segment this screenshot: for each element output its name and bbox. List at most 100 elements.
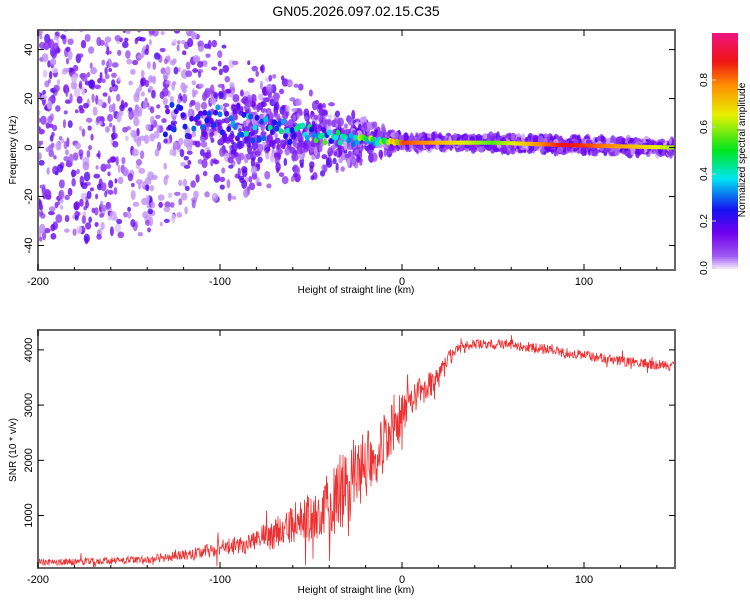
colorbar-swatch [712,38,738,42]
spectrogram-cell [105,126,110,133]
spectrogram-cell [198,45,205,52]
top-y-axis-label: Frequency (Hz) [8,116,19,185]
spectrogram-cell [163,162,167,170]
spectrogram-cell [183,137,190,148]
spectrogram-cell [38,159,45,166]
spectrogram-cell [140,91,145,97]
spectrogram-cell [202,170,208,177]
spectrogram-cell [108,0,114,5]
spectrogram-cell [256,104,260,113]
spectrogram-cell [145,123,151,131]
spectrogram-cell [89,187,94,192]
spectrogram-ridge-cell [180,112,186,119]
top-y-tick-label: 20 [23,92,35,104]
spectrogram-cell [53,84,60,92]
colorbar-swatch [712,70,738,74]
colorbar-label: Normalized spectral amplitude [737,82,748,217]
spectrogram-cell [116,218,123,225]
top-x-tick-label: -100 [209,276,231,288]
colorbar-swatch [712,93,738,97]
spectrogram-cell [71,169,75,178]
spectrogram-cell [210,158,214,167]
spectrogram-cell [191,131,197,138]
spectrogram-cell [38,236,43,242]
spectrogram-cell [247,77,255,83]
spectrogram-ridge-cell [350,141,356,148]
spectrogram-cell [257,156,263,163]
spectrogram-cell [221,167,226,174]
spectrogram-cell [100,221,105,230]
colorbar: 0.0 0.2 0.4 0.6 0.8 [699,33,738,275]
spectrogram-cell [45,0,51,7]
spectrogram-cell [275,162,281,172]
spectrogram-cell [394,131,399,139]
spectrogram-cell [308,89,313,97]
spectrogram-ridge-cell [215,104,221,111]
spectrogram-cell [236,103,241,111]
spectrogram-cell [268,140,274,148]
colorbar-swatch [712,152,738,156]
spectrogram-cell [130,219,136,228]
spectrogram-cell [57,16,64,23]
spectrogram-cell [383,147,387,157]
colorbar-tick-label: 0.4 [699,167,710,181]
spectrogram-cell [388,145,395,152]
top-x-axis-label: Height of straight line (km) [298,285,415,296]
spectrogram-cell [187,37,194,48]
spectrogram-cell [121,157,126,165]
colorbar-swatch [712,254,738,258]
spectrogram-cell [153,52,161,60]
spectrogram-cell [101,204,107,212]
spectrogram-cell [580,146,587,157]
spectrogram-cell [48,210,55,216]
spectrogram-cell [151,89,156,99]
spectrogram-cell [111,72,117,78]
spectrogram-cell [188,137,193,148]
spectrogram-cell [201,131,207,138]
spectrogram-cell [127,206,131,212]
colorbar-swatch [712,36,738,40]
spectrogram-cell [135,158,143,166]
snr-series-line [38,335,675,568]
spectrogram-cell [105,201,112,210]
spectrogram-cell [45,146,50,153]
spectrogram-cell [213,159,220,165]
spectrogram-cell [94,221,99,227]
spectrogram-cell [95,193,99,200]
spectrogram-cell [147,75,154,83]
spectrogram-cell [102,16,107,25]
spectrogram-cell [58,179,65,189]
spectrogram-cell [300,163,304,169]
spectrogram-cell [250,157,256,168]
spectrogram-cell [94,84,101,90]
spectrogram-cell [232,93,240,103]
spectrogram-cell [51,124,58,132]
spectrogram-cell [161,118,167,124]
spectrogram-cell [299,148,303,155]
spectrogram-cell [139,150,145,160]
spectrogram-cell [76,168,80,175]
spectrogram-cell [343,140,348,151]
spectrogram-cell [63,155,70,162]
spectrogram-ridge-cell [335,129,341,136]
spectrogram-cell [86,71,91,78]
spectrogram-cell [537,135,544,144]
spectrogram-cell [135,88,140,98]
spectrogram-cell [122,126,128,133]
colorbar-swatch [712,138,738,142]
spectrogram-cell [172,39,178,44]
spectrogram-cell [229,82,235,88]
spectrogram-cell [85,222,92,230]
spectrogram-cell [107,113,114,122]
spectrogram-cell [150,115,155,125]
spectrogram-cell [105,50,112,55]
spectrogram-cell [166,19,171,23]
spectrogram-cell [321,154,328,160]
spectrogram-cell [48,1,52,10]
spectrogram-cell [328,114,333,120]
spectrogram-cell [147,171,155,181]
spectrogram-cell [62,119,67,129]
spectrogram-ridge-cell [197,110,203,117]
colorbar-swatch [712,113,738,117]
spectrogram-ridge-cell [162,131,168,138]
